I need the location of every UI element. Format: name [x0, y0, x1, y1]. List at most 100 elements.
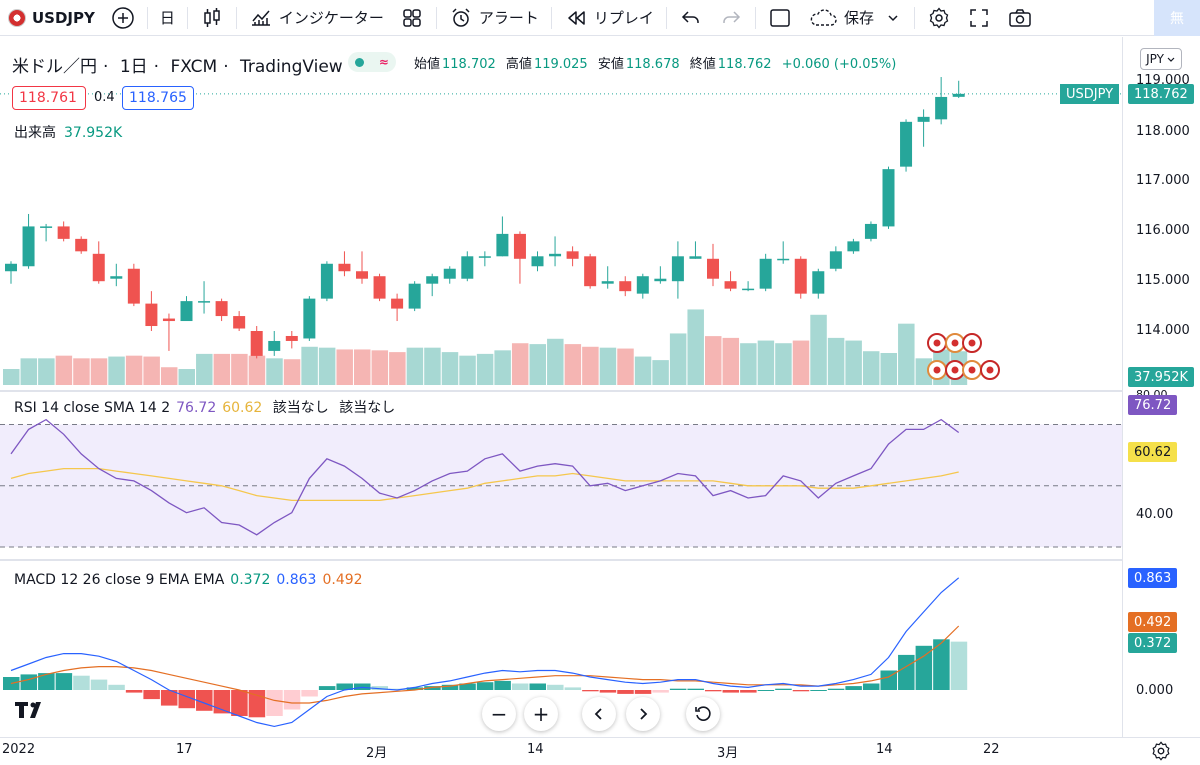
candle-body	[478, 256, 491, 258]
volume-bar	[898, 323, 915, 385]
event-flag-dot	[986, 366, 994, 374]
toolbar-divider	[550, 6, 552, 29]
fullscreen-layout-button[interactable]	[760, 0, 800, 36]
macd-histogram-bar	[160, 690, 178, 706]
symbol-label: USDJPY	[32, 8, 95, 27]
price-tick: 116.000	[1136, 223, 1190, 238]
candles-icon	[204, 7, 220, 27]
candle-body	[268, 340, 281, 351]
undo-button[interactable]	[671, 0, 711, 36]
macd-histogram-bar	[231, 690, 248, 716]
snapshot-button[interactable]	[999, 0, 1041, 36]
currency-button[interactable]: JPY	[1140, 48, 1182, 70]
macd-histogram-bar	[196, 690, 213, 711]
volume-bar	[862, 351, 880, 385]
time-tick: 14	[527, 742, 544, 757]
macd-histogram-bar	[687, 688, 704, 690]
alert-button[interactable]: アラート	[441, 0, 547, 36]
candle-body	[145, 303, 158, 327]
macd-histogram-bar	[634, 690, 652, 694]
symbol-legend[interactable]: 米ドル／円 · 1日 · FXCM · TradingView	[12, 52, 349, 77]
scroll-right-button[interactable]	[626, 697, 660, 731]
volume-bar	[880, 353, 897, 385]
interval-label: 日	[159, 9, 175, 27]
axis-settings-icon[interactable]	[1150, 740, 1172, 762]
buy-button[interactable]: 118.765	[122, 86, 194, 110]
candle-body	[162, 318, 175, 322]
close-label: 終値	[689, 57, 716, 72]
candle-body	[584, 256, 597, 287]
fullscreen-button[interactable]	[959, 0, 999, 36]
volume-bar	[20, 358, 38, 385]
rsi-na-1: 該当なし	[272, 400, 329, 416]
redo-button[interactable]	[711, 0, 751, 36]
price-axis[interactable]	[1122, 37, 1200, 737]
time-axis[interactable]	[0, 737, 1200, 765]
symbol-name: 米ドル／円	[12, 57, 97, 77]
rsi-sma-value: 60.62	[222, 400, 263, 416]
macd-badge: 0.863	[1128, 568, 1178, 588]
macd-histogram-bar	[371, 686, 389, 690]
candle-body	[864, 223, 877, 239]
settings-button[interactable]	[919, 0, 959, 36]
macd-histogram-bar	[38, 673, 55, 690]
volume-bar	[301, 346, 318, 385]
save-button[interactable]: 保存	[800, 0, 910, 36]
volume-bar	[73, 358, 90, 385]
layouts-button[interactable]	[392, 0, 432, 36]
candle-body	[250, 331, 263, 356]
toolbar-divider	[435, 6, 437, 29]
macd-histogram-bar	[862, 683, 880, 690]
macd-histogram-bar	[722, 690, 740, 693]
volume-badge: 37.952K	[1128, 367, 1195, 387]
interval-button[interactable]: 日	[152, 0, 183, 36]
volume-bar	[196, 353, 213, 385]
replay-button[interactable]: リプレイ	[556, 0, 662, 36]
chart-canvas[interactable]	[0, 37, 1122, 737]
reset-chart-button[interactable]	[686, 697, 720, 731]
compare-button[interactable]	[103, 0, 143, 36]
interval-text: 1日	[119, 57, 148, 77]
macd-histogram-bar	[880, 670, 897, 690]
tradingview-logo-icon[interactable]	[12, 697, 48, 723]
trial-badge[interactable]: 無	[1154, 0, 1200, 36]
volume-bar	[476, 353, 494, 385]
volume-bar	[354, 349, 371, 385]
macd-legend[interactable]: MACD 12 26 close 9 EMA EMA 0.372 0.863 0.49…	[14, 572, 363, 588]
symbol-search[interactable]: USDJPY	[0, 0, 103, 36]
candle-body	[847, 241, 860, 252]
chart-type-button[interactable]	[192, 0, 232, 36]
volume-bar	[915, 358, 933, 385]
volume-bar	[336, 349, 353, 385]
candle-body	[443, 268, 456, 279]
volume-bar	[599, 347, 617, 385]
rewind-icon	[568, 10, 585, 25]
volume-bar	[318, 347, 336, 385]
plus-icon: +	[532, 702, 550, 726]
candle-body	[531, 256, 544, 267]
volume-bar	[55, 355, 73, 385]
rsi-legend[interactable]: RSI 14 close SMA 14 2 76.72 60.62 該当なし 該当な…	[14, 397, 395, 417]
volume-legend[interactable]: 出来高 37.952K	[14, 122, 122, 142]
close-value: 118.762	[717, 57, 772, 72]
time-tick: 2022	[2, 742, 36, 757]
scroll-left-button[interactable]	[582, 697, 616, 731]
sell-button[interactable]: 118.761	[12, 86, 86, 110]
redo-icon	[723, 10, 740, 23]
event-flag-dot	[968, 366, 976, 374]
candle-body	[57, 226, 70, 239]
macd-histogram-bar	[266, 690, 283, 716]
price-tick: 115.000	[1136, 273, 1190, 288]
histogram-badge: 0.372	[1128, 633, 1178, 653]
indicators-button[interactable]: インジケーター	[241, 0, 392, 36]
ohlc-values: 始値 118.702 高値 119.025 安値 118.678 終値 118.762 …	[414, 53, 902, 72]
market-status[interactable]: ≈	[348, 52, 396, 72]
macd-histogram-bar	[511, 683, 529, 690]
square-icon	[770, 8, 790, 27]
zoom-out-button[interactable]: −	[482, 697, 516, 731]
volume-bar	[3, 369, 20, 385]
candle-body	[900, 121, 913, 167]
macd-histogram-bar	[55, 673, 73, 690]
zoom-in-button[interactable]: +	[524, 697, 558, 731]
volume-bar	[511, 343, 529, 385]
